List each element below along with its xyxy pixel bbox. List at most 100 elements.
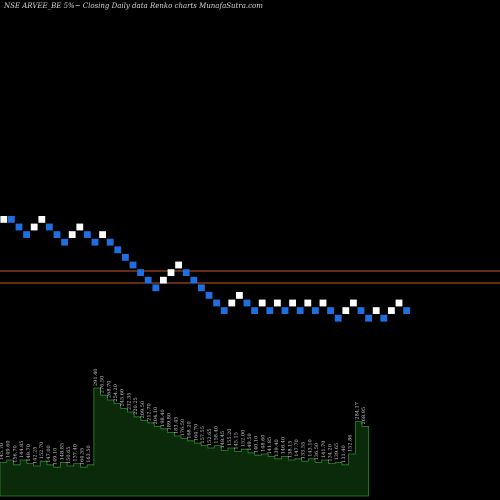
volume-label: 147.00 [46, 445, 52, 463]
volume-label: 149.70 [26, 444, 32, 462]
volume-label: 254.20 [113, 384, 119, 402]
volume-label: 139.40 [274, 439, 280, 457]
renko-brick-up [319, 299, 327, 307]
volume-label: 189.80 [167, 413, 173, 431]
renko-brick-down [403, 307, 410, 314]
volume-label: 138.15 [287, 441, 293, 459]
volume-label: 133.55 [301, 442, 307, 460]
volume-label: 220.25 [133, 397, 139, 415]
renko-brick-up [99, 231, 106, 238]
volume-label: 291.40 [93, 369, 99, 387]
volume-label: 145.70 [0, 443, 5, 461]
renko-brick-down [198, 284, 205, 292]
volume-label: 183.45 [173, 417, 179, 435]
volume-label: 134.20 [327, 444, 333, 462]
volume-label: 152.00 [240, 430, 246, 448]
renko-brick-down [84, 231, 91, 238]
volume-label: 149.10 [53, 448, 59, 466]
renko-brick-up [68, 231, 76, 238]
volume-label: 147.70 [294, 439, 300, 457]
renko-brick-down [106, 238, 114, 246]
renko-brick-up [395, 299, 403, 307]
renko-brick-down [213, 299, 220, 307]
renko-brick-down [46, 223, 53, 231]
volume-label: 164.70 [193, 424, 199, 442]
renko-brick-up [38, 216, 46, 223]
volume-label: 139.65 [334, 443, 340, 461]
renko-brick-down [61, 238, 68, 246]
renko-brick-up [372, 307, 380, 314]
renko-brick-up [228, 299, 236, 307]
volume-label: 155.20 [227, 429, 233, 447]
renko-brick-down [334, 314, 342, 322]
volume-label: 158.40 [214, 426, 220, 444]
renko-brick-down [251, 307, 258, 314]
renko-brick-up [30, 223, 38, 231]
chart-title: NSE ARVEE_BE 5%~ Closing Daily data Renk… [4, 2, 263, 10]
renko-brick-down [114, 246, 122, 254]
renko-brick-down [243, 299, 251, 307]
volume-label: 141.85 [267, 437, 273, 455]
volume-label: 149.60 [6, 441, 12, 459]
volume-label: 176.50 [180, 419, 186, 437]
volume-label: 268.70 [106, 381, 112, 399]
renko-brick-down [327, 307, 334, 314]
volume-label: 150.65 [66, 447, 72, 465]
volume-label: 163.50 [86, 445, 92, 463]
volume-label: 143.10 [307, 439, 313, 457]
renko-brick-down [15, 223, 23, 231]
renko-brick-down [23, 231, 30, 238]
volume-label: 146.40 [281, 437, 287, 455]
volume-label: 204.10 [153, 407, 159, 425]
renko-brick-down [296, 307, 304, 314]
renko-brick-down [152, 284, 160, 292]
renko-brick-up [258, 299, 266, 307]
volume-label: 140.10 [254, 436, 260, 454]
volume-label: 168.20 [187, 421, 193, 439]
renko-brick-up [342, 307, 350, 314]
renko-brick-up [350, 299, 357, 307]
volume-label: 136.50 [314, 443, 320, 461]
volume-label: 276.50 [100, 376, 106, 394]
volume-label: 145.15 [234, 432, 240, 450]
renko-brick-down [129, 261, 137, 269]
renko-brick-down [137, 269, 144, 276]
volume-panel: 145.70 149.60 156.70 144.85 149.70 142.25 152.… [0, 369, 370, 497]
renko-brick-up [236, 292, 243, 299]
renko-brick-down [220, 307, 228, 314]
volume-label: 148.60 [260, 435, 266, 453]
renko-brick-down [312, 307, 319, 314]
volume-label: 148.45 [220, 431, 226, 449]
volume-label: 245.60 [120, 389, 126, 407]
renko-brick-up [274, 299, 281, 307]
volume-label: 131.40 [341, 445, 347, 463]
volume-label: 137.40 [73, 444, 79, 462]
renko-brick-down [190, 276, 198, 284]
volume-label: 284.17 [354, 402, 360, 420]
renko-bricks [0, 216, 410, 322]
volume-label: 212.70 [146, 403, 152, 421]
renko-brick-down [182, 269, 190, 276]
volume-label: 198.40 [160, 409, 166, 427]
renko-brick-up [160, 276, 167, 284]
renko-brick-down [91, 238, 99, 246]
volume-label: 144.85 [19, 441, 25, 459]
renko-brick-up [76, 223, 84, 231]
volume-label: 141.70 [321, 441, 327, 459]
volume-label: 209.50 [140, 401, 146, 419]
volume-label: 152.65 [207, 429, 213, 447]
volume-label: 152.70 [39, 442, 45, 460]
renko-brick-up [175, 261, 182, 269]
volume-area [0, 387, 370, 497]
volume-label: 156.70 [12, 445, 18, 463]
renko-brick-up [388, 307, 395, 314]
volume-label: 148.85 [59, 443, 65, 461]
level-lines [0, 270, 500, 284]
volume-label: 142.25 [33, 447, 39, 465]
renko-brick-down [8, 216, 15, 223]
renko-brick-up [0, 216, 8, 223]
renko-brick-down [53, 231, 61, 238]
volume-label: 268.95 [361, 407, 367, 425]
volume-label: 164.35 [79, 448, 85, 466]
